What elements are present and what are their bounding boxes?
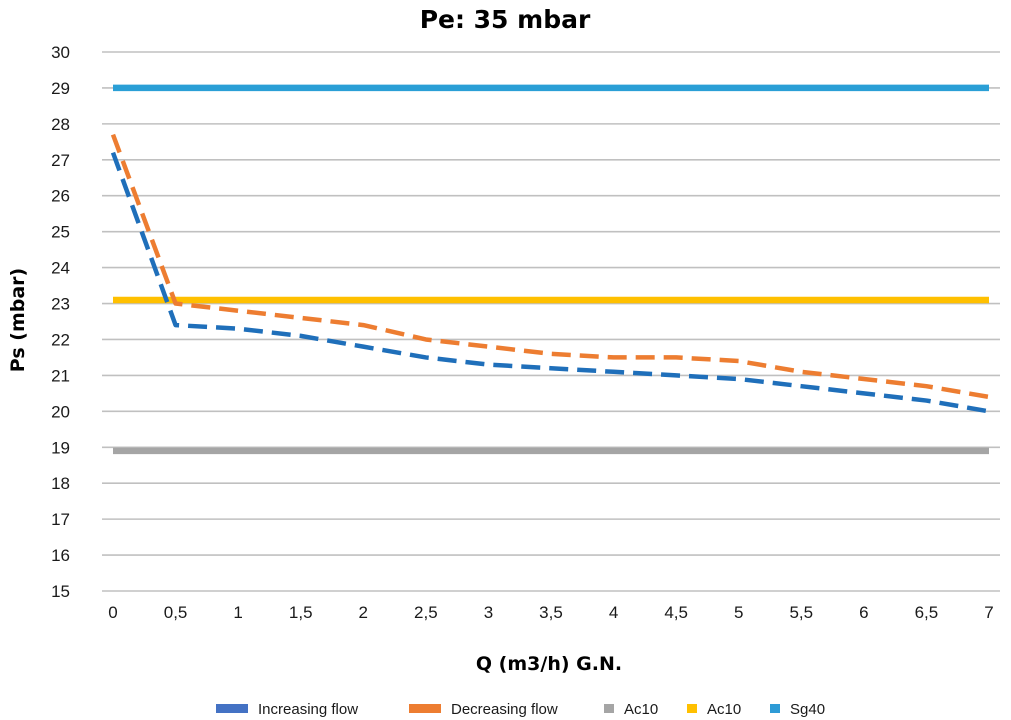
y-tick-label: 30 xyxy=(51,43,70,62)
legend-label: Decreasing flow xyxy=(451,701,558,718)
y-tick-label: 15 xyxy=(51,582,70,601)
y-tick-label: 22 xyxy=(51,330,70,349)
legend-swatch xyxy=(216,704,248,713)
y-axis-ticks: 15 16 17 18 19 20 21 22 23 24 25 26 27 28 29 30 xyxy=(51,43,70,601)
legend-label: Ac10 xyxy=(707,701,741,718)
y-tick-label: 29 xyxy=(51,79,70,98)
x-tick-label: 6 xyxy=(859,603,868,622)
x-axis-label: Q (m3/h) G.N. xyxy=(476,653,622,675)
y-tick-label: 27 xyxy=(51,151,70,170)
y-axis-label: Ps (mbar) xyxy=(7,268,29,372)
x-tick-label: 2,5 xyxy=(414,603,438,622)
y-tick-label: 19 xyxy=(51,438,70,457)
gridlines xyxy=(102,52,1000,591)
x-tick-label: 6,5 xyxy=(915,603,939,622)
x-tick-label: 3,5 xyxy=(539,603,563,622)
x-axis-ticks: 0 0,5 1 1,5 2 2,5 3 3,5 4 4,5 5 5,5 6 6,5 7 xyxy=(108,603,993,622)
x-tick-label: 1 xyxy=(233,603,242,622)
x-tick-label: 4 xyxy=(609,603,618,622)
x-tick-label: 7 xyxy=(984,603,993,622)
y-tick-label: 21 xyxy=(51,366,70,385)
legend-swatch xyxy=(409,704,441,713)
legend-label: Sg40 xyxy=(790,701,825,718)
legend-label: Ac10 xyxy=(624,701,658,718)
y-tick-label: 18 xyxy=(51,474,70,493)
y-tick-label: 25 xyxy=(51,223,70,242)
legend-swatch xyxy=(770,704,780,713)
x-tick-label: 5 xyxy=(734,603,743,622)
y-tick-label: 24 xyxy=(51,259,70,278)
y-tick-label: 17 xyxy=(51,510,70,529)
y-tick-label: 20 xyxy=(51,402,70,421)
y-tick-label: 16 xyxy=(51,546,70,565)
legend: Increasing flow Decreasing flow Ac10 Ac10 Sg… xyxy=(216,701,825,718)
series-lines xyxy=(113,88,989,451)
series-line-1 xyxy=(113,153,989,412)
x-tick-label: 4,5 xyxy=(664,603,688,622)
series-line-2 xyxy=(113,135,989,397)
legend-swatch xyxy=(687,704,697,713)
y-tick-label: 23 xyxy=(51,295,70,314)
x-tick-label: 3 xyxy=(484,603,493,622)
x-tick-label: 0 xyxy=(108,603,117,622)
x-tick-label: 2 xyxy=(359,603,368,622)
x-tick-label: 1,5 xyxy=(289,603,313,622)
y-tick-label: 26 xyxy=(51,187,70,206)
x-tick-label: 5,5 xyxy=(789,603,813,622)
x-tick-label: 0,5 xyxy=(164,603,188,622)
chart-title: Pe: 35 mbar xyxy=(420,5,591,34)
y-tick-label: 28 xyxy=(51,115,70,134)
legend-label: Increasing flow xyxy=(258,701,358,718)
legend-swatch xyxy=(604,704,614,713)
